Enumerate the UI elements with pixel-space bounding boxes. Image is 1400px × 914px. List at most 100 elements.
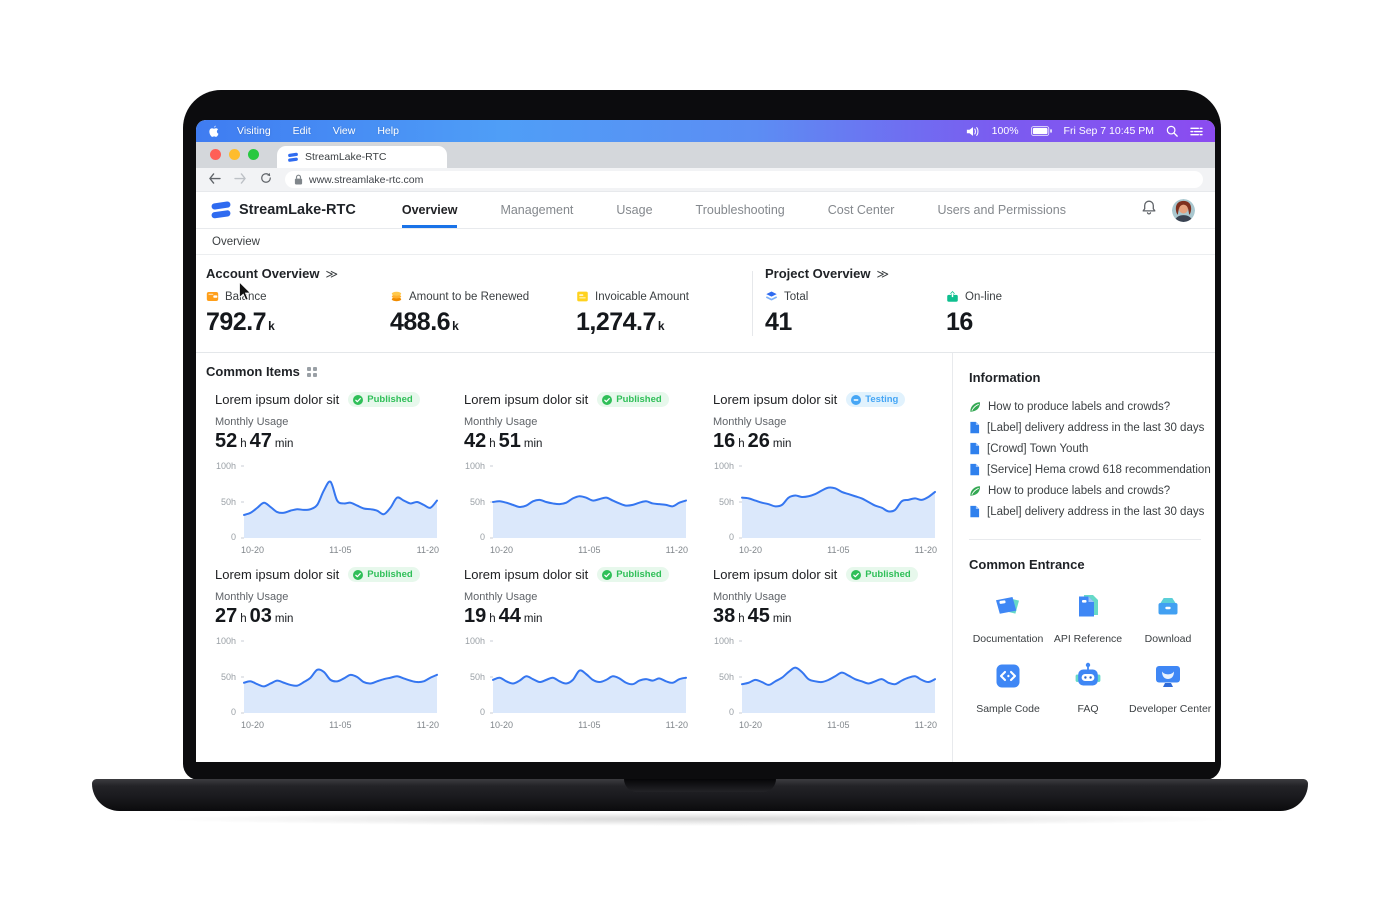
usage-cards-grid: Lorem ipsum dolor sit Published Monthly …	[215, 392, 942, 730]
reload-icon[interactable]	[260, 171, 272, 189]
apple-menu-icon[interactable]	[208, 125, 219, 138]
menu-edit[interactable]: Edit	[292, 125, 311, 137]
user-avatar[interactable]	[1172, 198, 1195, 222]
card-title: Lorem ipsum dolor sit	[713, 392, 838, 407]
status-badge: Published	[348, 392, 420, 407]
minimize-window-button[interactable]	[229, 149, 240, 160]
menu-visiting[interactable]: Visiting	[237, 125, 271, 137]
information-link[interactable]: How to produce labels and crowds?	[969, 396, 1203, 417]
wallet-icon	[206, 290, 219, 303]
nav-troubleshooting[interactable]: Troubleshooting	[695, 203, 785, 217]
usage-value: 38 h 45 min	[713, 605, 792, 627]
volume-icon[interactable]	[966, 126, 980, 137]
menu-bar-clock[interactable]: Fri Sep 7 10:45 PM	[1063, 125, 1154, 137]
common-items-section: Common Items Lorem ipsum dolor sit Publi…	[196, 353, 952, 762]
breadcrumb-label: Overview	[212, 235, 260, 248]
account-overview-title[interactable]: Account Overview ≫	[206, 266, 689, 281]
spotlight-search-icon[interactable]	[1166, 125, 1178, 137]
renewed-label: Amount to be Renewed	[409, 290, 530, 303]
invoice-icon	[576, 290, 589, 303]
brand[interactable]: StreamLake-RTC	[210, 200, 356, 220]
invoicable-value: 1,274.7	[576, 308, 656, 336]
back-icon[interactable]	[208, 171, 221, 189]
metric-invoicable: Invoicable Amount 1,274.7 k	[576, 290, 689, 337]
usage-card[interactable]: Lorem ipsum dolor sit Published Monthly …	[215, 392, 444, 555]
project-overview-title[interactable]: Project Overview ≫	[765, 266, 1002, 281]
usage-label: Monthly Usage	[713, 416, 787, 428]
battery-icon[interactable]	[1030, 126, 1052, 136]
information-link[interactable]: How to produce labels and crowds?	[969, 480, 1203, 501]
usage-card[interactable]: Lorem ipsum dolor sit Published Monthly …	[464, 567, 693, 730]
sidebar-divider	[969, 539, 1201, 540]
total-label: Total	[784, 290, 809, 303]
address-bar[interactable]: www.streamlake-rtc.com	[285, 171, 1203, 188]
usage-chart: 100h 50h 0 10-20 11-05 11-20	[713, 461, 937, 556]
sample-code-icon	[993, 664, 1023, 695]
control-center-icon[interactable]	[1190, 126, 1203, 137]
api-reference-icon	[1073, 595, 1103, 625]
status-badge: Published	[846, 567, 918, 582]
lock-icon	[294, 174, 303, 185]
entrance-sample-code[interactable]: Sample Code	[969, 661, 1047, 715]
notification-bell-icon[interactable]	[1141, 199, 1157, 221]
entrance-documentation[interactable]: Documentation	[969, 591, 1047, 645]
browser-tab[interactable]: StreamLake-RTC	[277, 146, 447, 168]
metric-online: On-line 16	[946, 290, 1002, 337]
breadcrumb: Overview	[196, 229, 1215, 255]
account-overview-label: Account Overview	[206, 266, 320, 281]
entrance-faq[interactable]: FAQ	[1049, 661, 1127, 715]
information-link[interactable]: [Crowd] Town Youth	[969, 438, 1203, 459]
layers-icon	[765, 290, 778, 303]
browser-toolbar: www.streamlake-rtc.com	[196, 168, 1215, 192]
usage-value: 16 h 26 min	[713, 430, 792, 452]
online-icon	[946, 290, 959, 303]
total-value: 41	[765, 308, 792, 336]
usage-chart: 100h 50h 0 10-20 11-05 11-20	[464, 636, 688, 731]
metric-renewed: Amount to be Renewed 488.6 k	[390, 290, 576, 337]
nav-usage[interactable]: Usage	[616, 203, 653, 217]
close-window-button[interactable]	[210, 149, 221, 160]
document-icon	[969, 505, 980, 518]
zoom-window-button[interactable]	[248, 149, 259, 160]
common-entrance-grid: Documentation API Reference Download	[969, 591, 1211, 715]
nav-users-permissions[interactable]: Users and Permissions	[937, 203, 1066, 217]
grid-icon[interactable]	[306, 366, 317, 377]
usage-label: Monthly Usage	[464, 591, 538, 603]
balance-label: Balance	[225, 290, 267, 303]
usage-label: Monthly Usage	[215, 591, 289, 603]
usage-value: 19 h 44 min	[464, 605, 543, 627]
entrance-download[interactable]: Download	[1129, 591, 1207, 645]
invoicable-label: Invoicable Amount	[595, 290, 689, 303]
browser-tab-strip: StreamLake-RTC	[196, 142, 1215, 168]
information-link[interactable]: [Label] delivery address in the last 30 …	[969, 417, 1204, 438]
information-link[interactable]: [Service] Hema crowd 618 recommendation	[969, 459, 1211, 480]
nav-cost-center[interactable]: Cost Center	[827, 203, 895, 217]
forward-icon[interactable]	[234, 171, 247, 189]
primary-nav: Overview Management Usage Troubleshootin…	[401, 192, 1066, 228]
usage-card[interactable]: Lorem ipsum dolor sit Published Monthly …	[464, 392, 693, 555]
entrance-developer-center[interactable]: Developer Center	[1129, 661, 1211, 715]
card-title: Lorem ipsum dolor sit	[464, 392, 589, 407]
nav-management[interactable]: Management	[500, 203, 574, 217]
window-controls	[210, 149, 259, 160]
information-link[interactable]: [Label] delivery address in the last 30 …	[969, 501, 1204, 522]
url-text: www.streamlake-rtc.com	[309, 173, 424, 186]
macos-menu-bar: Visiting Edit View Help 100% Fri Sep 7 1…	[196, 120, 1215, 142]
entrance-api-reference[interactable]: API Reference	[1049, 591, 1127, 645]
leaf-icon	[969, 401, 981, 413]
card-title: Lorem ipsum dolor sit	[464, 567, 589, 582]
nav-overview[interactable]: Overview	[401, 192, 458, 228]
project-overview: Project Overview ≫ Total 41	[765, 266, 1002, 337]
usage-card[interactable]: Lorem ipsum dolor sit Published Monthly …	[215, 567, 444, 730]
usage-chart: 100h 50h 0 10-20 11-05 11-20	[215, 461, 439, 556]
information-title: Information	[969, 370, 1041, 385]
usage-card[interactable]: Lorem ipsum dolor sit Testing Monthly Us…	[713, 392, 942, 555]
menu-view[interactable]: View	[332, 125, 356, 137]
faq-robot-icon	[1073, 662, 1103, 695]
streamlake-logo-icon	[210, 200, 232, 220]
card-title: Lorem ipsum dolor sit	[215, 392, 340, 407]
balance-value: 792.7	[206, 308, 267, 336]
menu-help[interactable]: Help	[377, 125, 399, 137]
status-badge: Published	[597, 567, 669, 582]
usage-card[interactable]: Lorem ipsum dolor sit Published Monthly …	[713, 567, 942, 730]
